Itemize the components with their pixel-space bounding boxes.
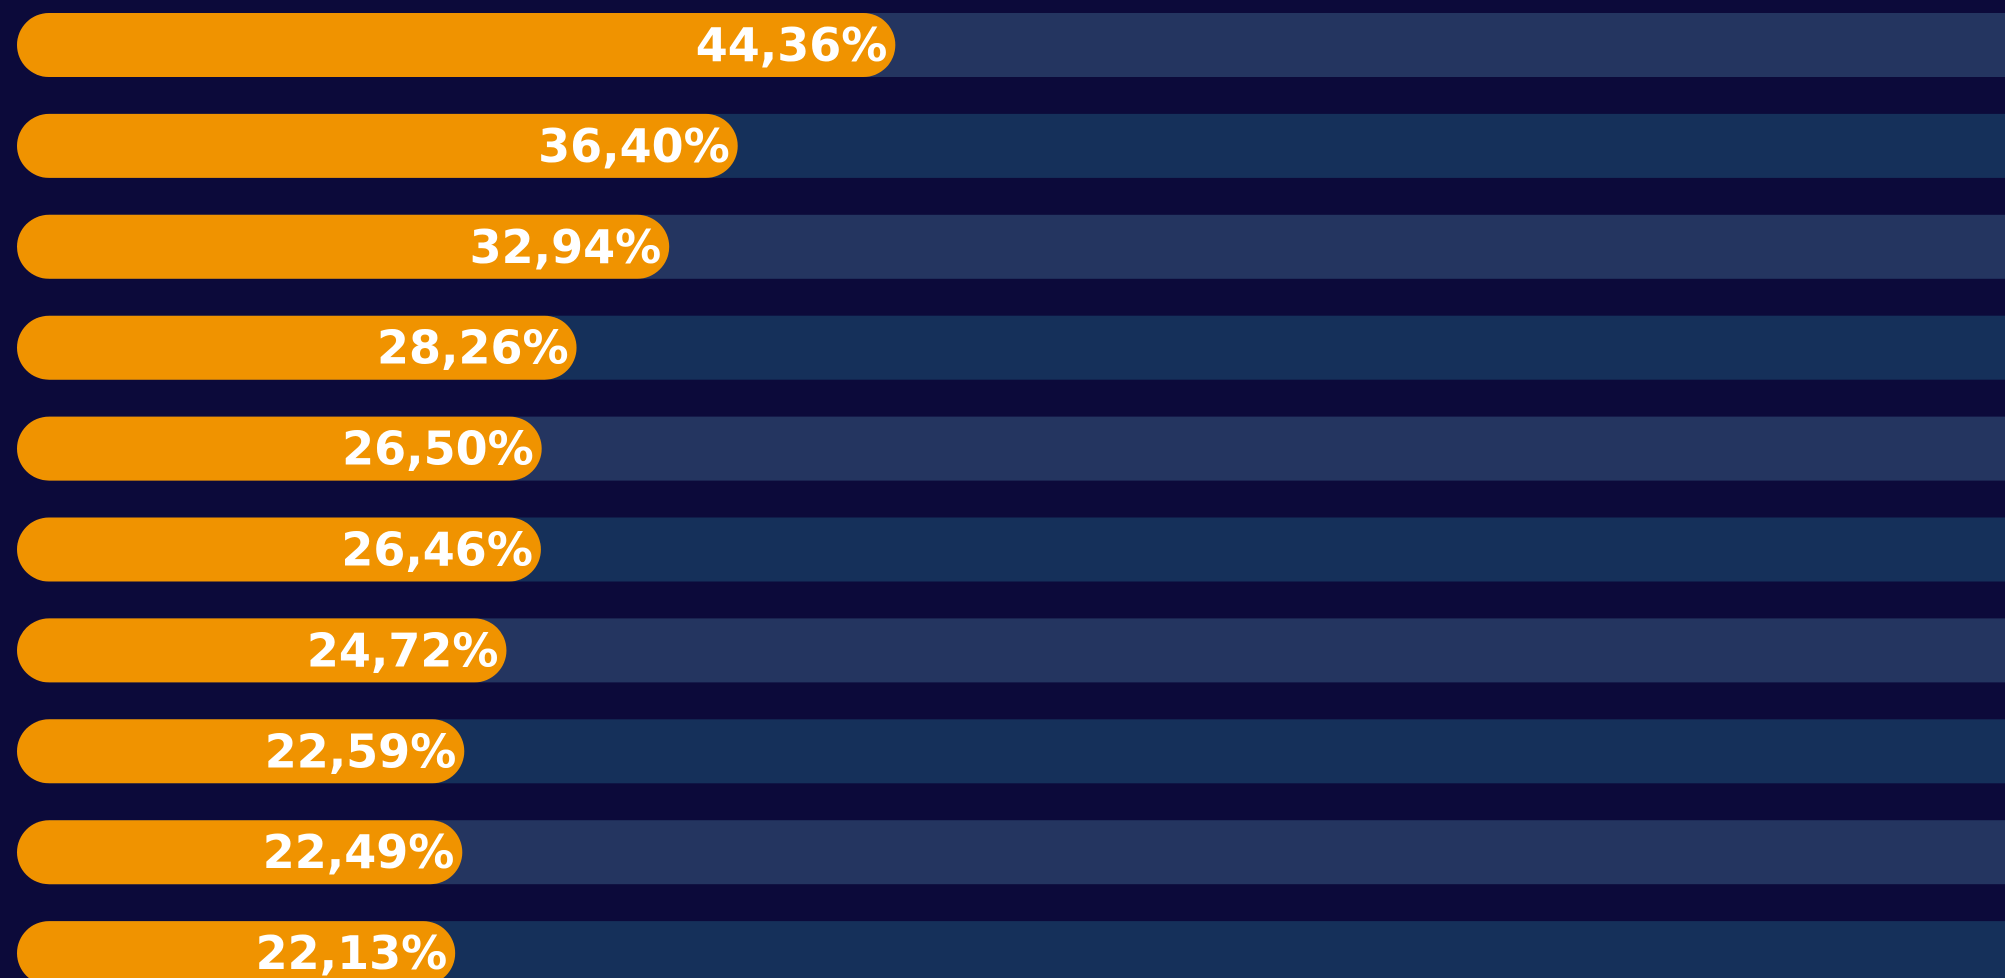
value-label: 24,72%	[307, 623, 499, 677]
value-label: 26,50%	[342, 422, 534, 476]
bar	[17, 618, 507, 683]
value-label: 36,40%	[538, 119, 730, 173]
bar	[17, 315, 577, 380]
value-label: 28,26%	[377, 321, 569, 375]
value-label: 26,46%	[341, 523, 533, 577]
bar	[17, 921, 456, 978]
value-label: 22,13%	[256, 926, 448, 978]
value-label: 22,49%	[263, 825, 455, 879]
bar	[17, 416, 542, 481]
bar	[17, 820, 463, 885]
bar	[17, 719, 465, 784]
value-label: 44,36%	[696, 18, 888, 72]
bar	[17, 214, 670, 279]
value-label: 32,94%	[470, 220, 662, 274]
bar	[17, 113, 738, 178]
bar	[17, 517, 541, 582]
bar	[17, 13, 896, 77]
value-label: 22,59%	[265, 724, 457, 778]
